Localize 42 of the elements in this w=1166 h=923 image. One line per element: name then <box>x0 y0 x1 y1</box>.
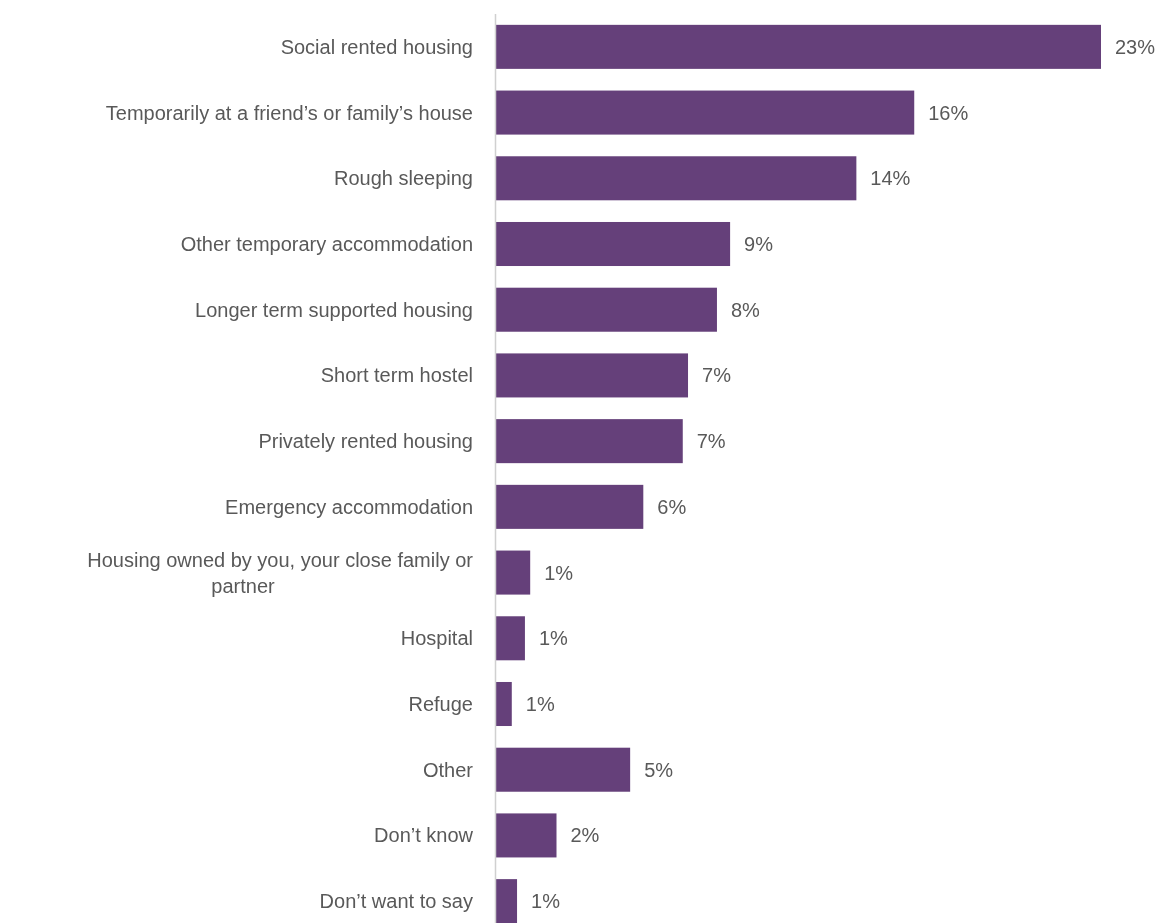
bar <box>496 221 731 267</box>
data-label: 14% <box>870 167 911 190</box>
data-label: 16% <box>928 101 969 124</box>
data-label: 1% <box>544 561 574 584</box>
data-label: 6% <box>657 495 687 518</box>
y-tick-label: Other temporary accommodation <box>180 233 473 255</box>
bar <box>496 879 518 923</box>
y-tick-label: Longer term supported housing <box>195 298 473 321</box>
data-label: 5% <box>644 758 674 781</box>
y-tick-label: Short term hostel <box>320 364 473 387</box>
bar <box>496 484 644 529</box>
y-tick-label: Privately rented housing <box>258 430 473 453</box>
data-label: 1% <box>531 890 561 913</box>
data-label: 23% <box>1115 35 1156 58</box>
data-label: 8% <box>730 298 761 321</box>
bar <box>496 90 915 135</box>
bar <box>496 156 857 201</box>
y-tick-label: Other <box>422 758 474 781</box>
y-tick-label: Hospital <box>400 627 473 650</box>
y-tick-label: Don’t want to say <box>319 890 473 913</box>
bar <box>496 419 683 464</box>
y-tick-label: Rough sleeping <box>334 167 473 190</box>
bar <box>496 550 531 595</box>
data-label: 7% <box>696 430 726 453</box>
y-tick-label: Social rented housing <box>280 35 473 58</box>
data-label: 9% <box>744 233 774 255</box>
data-label: 2% <box>570 824 600 847</box>
y-tick-label: Emergency accommodation <box>225 495 473 518</box>
bar <box>496 681 512 727</box>
y-tick-label: Refuge <box>408 693 473 715</box>
bar <box>496 747 631 792</box>
data-label: 7% <box>702 364 732 387</box>
bar <box>496 616 525 661</box>
bar <box>496 813 557 858</box>
y-tick-label: Temporarily at a friend’s or family’s house <box>105 101 473 124</box>
data-label: 1% <box>525 693 555 715</box>
y-tick-label: Don’t know <box>374 824 474 847</box>
bar <box>496 353 689 398</box>
y-tick-label: Housing owned by you, your close family or partner <box>87 548 474 597</box>
bar <box>496 24 1101 69</box>
data-label: 1% <box>538 627 569 650</box>
bar <box>496 287 717 332</box>
